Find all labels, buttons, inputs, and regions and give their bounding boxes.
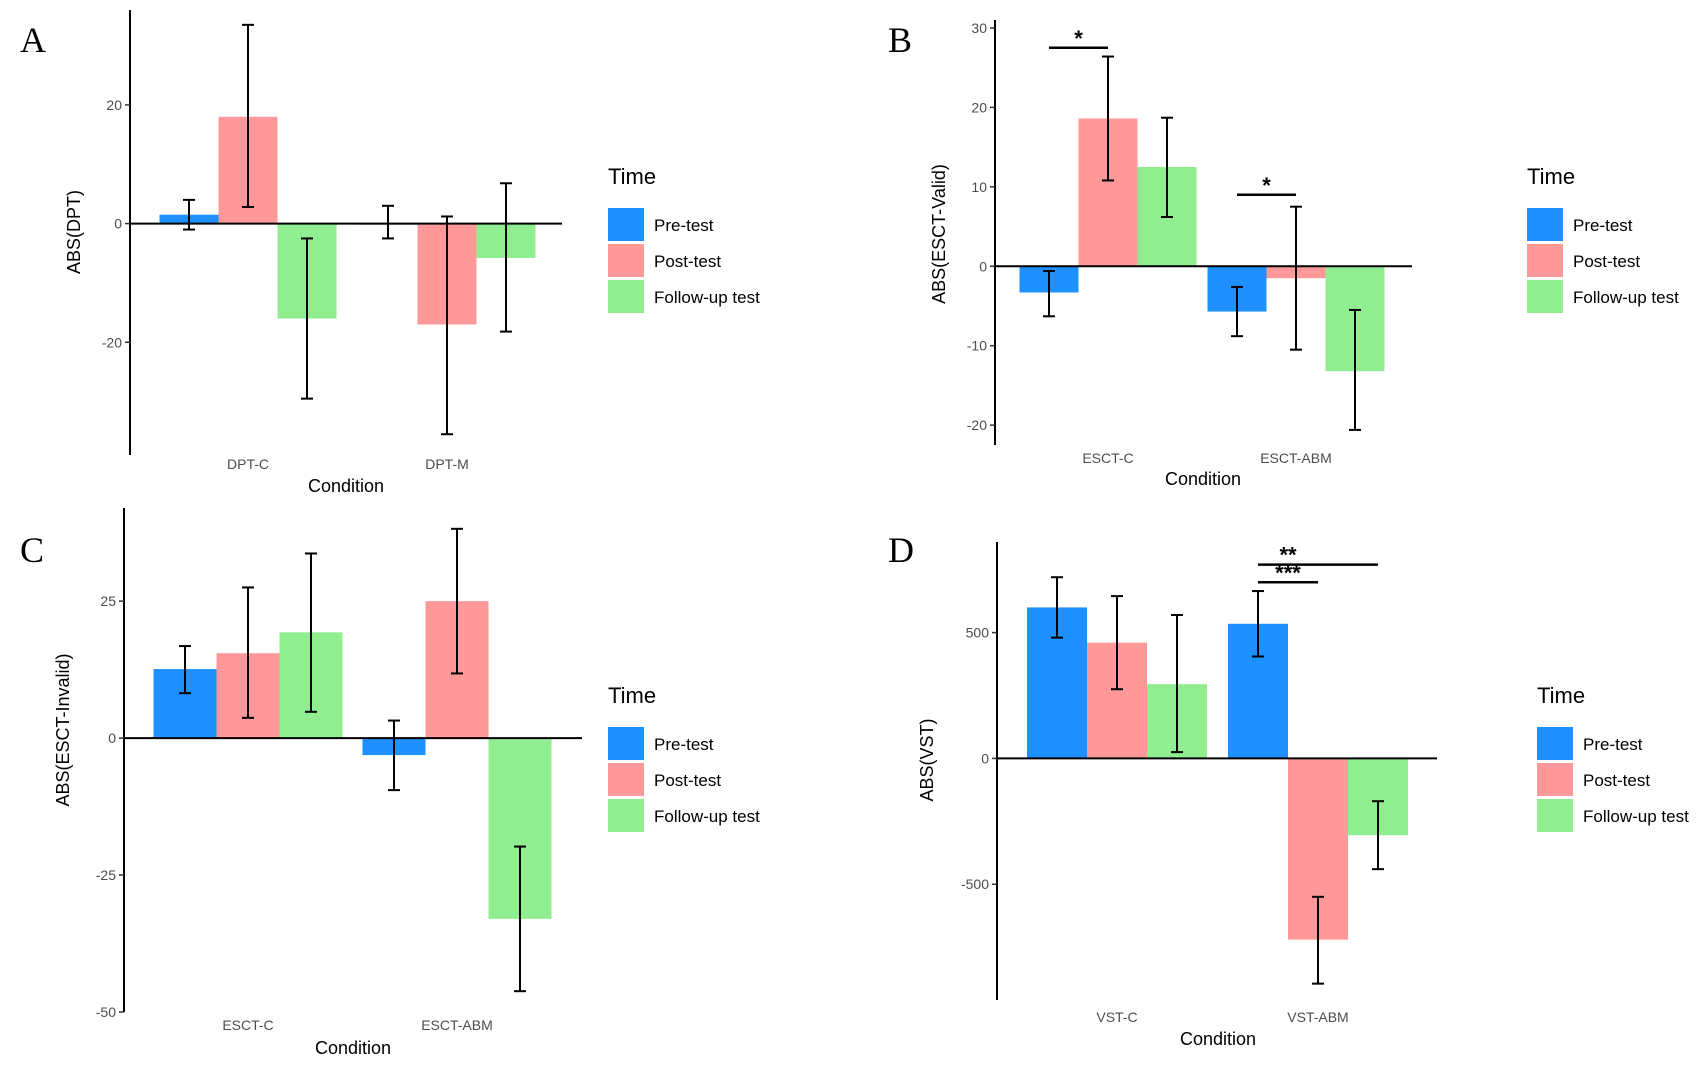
legend-title: Time <box>1537 683 1585 708</box>
error-bar <box>301 237 313 400</box>
x-tick-label: ESCT-ABM <box>1260 450 1332 466</box>
error-bar <box>451 527 463 675</box>
legend-label: Follow-up test <box>1583 807 1689 826</box>
legend-key <box>1527 280 1563 313</box>
y-tick-label: -50 <box>96 1004 116 1020</box>
legend-key <box>608 799 644 832</box>
legend-key <box>608 208 644 241</box>
legend-label: Pre-test <box>1573 216 1633 235</box>
y-tick-label: 20 <box>106 97 122 113</box>
x-tick-label: VST-C <box>1096 1009 1137 1025</box>
legend: Time Pre-test Post-test Follow-up test <box>608 683 760 832</box>
legend-label: Post-test <box>654 771 721 790</box>
y-axis-title: ABS(VST) <box>917 718 937 801</box>
error-bar <box>242 23 254 208</box>
x-tick-label: ESCT-C <box>222 1017 273 1033</box>
error-bar <box>1171 613 1183 754</box>
error-bar <box>1312 895 1324 985</box>
legend-label: Follow-up test <box>654 288 760 307</box>
y-tick-label: 0 <box>108 730 116 746</box>
legend-label: Pre-test <box>654 216 714 235</box>
x-tick-label: ESCT-C <box>1082 450 1133 466</box>
y-tick-label: 25 <box>100 593 116 609</box>
error-bar <box>382 204 394 240</box>
y-tick-label: 0 <box>979 258 987 274</box>
legend-key <box>1537 727 1573 760</box>
legend-label: Post-test <box>654 252 721 271</box>
error-bar <box>1111 595 1123 691</box>
x-tick-label: ESCT-ABM <box>421 1017 493 1033</box>
error-bar <box>305 552 317 713</box>
legend-key <box>608 280 644 313</box>
y-tick-label: -25 <box>96 867 116 883</box>
legend-title: Time <box>1527 164 1575 189</box>
legend-label: Post-test <box>1583 771 1650 790</box>
legend-title: Time <box>608 164 656 189</box>
significance-label: * <box>1262 173 1271 198</box>
x-tick-label: DPT-C <box>227 456 269 472</box>
panel-letter: C <box>20 530 44 570</box>
error-bar <box>1372 800 1384 871</box>
error-bar <box>1102 55 1114 182</box>
x-axis-title: Condition <box>1165 469 1241 489</box>
x-axis-title: Condition <box>1180 1029 1256 1049</box>
error-bar <box>1231 285 1243 338</box>
x-tick-label: VST-ABM <box>1287 1009 1348 1025</box>
y-axis-title: ABS(ESCT-Valid) <box>929 164 949 304</box>
legend: Time Pre-test Post-test Follow-up test <box>608 164 760 313</box>
legend-key <box>1527 244 1563 277</box>
legend-key <box>1537 799 1573 832</box>
legend: Time Pre-test Post-test Follow-up test <box>1537 683 1689 832</box>
error-bar <box>1161 116 1173 219</box>
y-axis-title: ABS(DPT) <box>64 190 84 274</box>
error-bar <box>1252 590 1264 658</box>
legend-label: Follow-up test <box>654 807 760 826</box>
legend-key <box>1537 763 1573 796</box>
y-tick-label: -20 <box>967 417 987 433</box>
error-bar <box>179 645 191 695</box>
error-bar <box>1290 205 1302 351</box>
error-bar <box>388 719 400 792</box>
legend-label: Pre-test <box>654 735 714 754</box>
legend-key <box>608 763 644 796</box>
panel-c: C -50 -25 0 25 ESCT-C ESCT-ABM Condition ABS(ESC… <box>20 508 760 1058</box>
legend-label: Follow-up test <box>1573 288 1679 307</box>
legend-label: Pre-test <box>1583 735 1643 754</box>
error-bar <box>500 182 512 333</box>
panel-letter: A <box>20 20 46 60</box>
y-axis-title: ABS(ESCT-Invalid) <box>53 653 73 806</box>
legend-key <box>608 727 644 760</box>
error-bar <box>1051 576 1063 639</box>
x-axis-title: Condition <box>315 1038 391 1058</box>
error-bar <box>1349 308 1361 431</box>
error-bar <box>1043 270 1055 318</box>
error-bar <box>514 845 526 993</box>
y-tick-label: 30 <box>971 20 987 36</box>
significance-label: * <box>1074 26 1083 51</box>
x-tick-label: DPT-M <box>425 456 469 472</box>
panel-a: A -20 0 20 DPT-C DPT-M Condition ABS(DPT) Time Pr… <box>20 10 760 496</box>
panel-letter: B <box>888 20 912 60</box>
legend-title: Time <box>608 683 656 708</box>
legend-label: Post-test <box>1573 252 1640 271</box>
error-bar <box>242 586 254 719</box>
y-tick-label: -10 <box>967 338 987 354</box>
y-tick-label: 0 <box>114 216 122 232</box>
significance-label: ** <box>1279 543 1297 568</box>
y-tick-label: -20 <box>102 334 122 350</box>
panel-d: D -500 0 500 VST-C VST-ABM Condition ABS(VST) **… <box>888 530 1689 1049</box>
x-axis-title: Condition <box>308 476 384 496</box>
legend: Time Pre-test Post-test Follow-up test <box>1527 164 1679 313</box>
legend-key <box>1527 208 1563 241</box>
y-tick-label: 500 <box>966 625 990 641</box>
error-bar <box>441 215 453 436</box>
y-tick-label: 10 <box>971 179 987 195</box>
legend-key <box>608 244 644 277</box>
panel-b: B -20 -10 0 10 20 30 ESCT-C ESCT-ABM Condition ABS… <box>888 20 1679 489</box>
y-tick-label: 20 <box>971 99 987 115</box>
y-tick-label: -500 <box>961 876 989 892</box>
y-tick-label: 0 <box>981 750 989 766</box>
panel-letter: D <box>888 530 914 570</box>
